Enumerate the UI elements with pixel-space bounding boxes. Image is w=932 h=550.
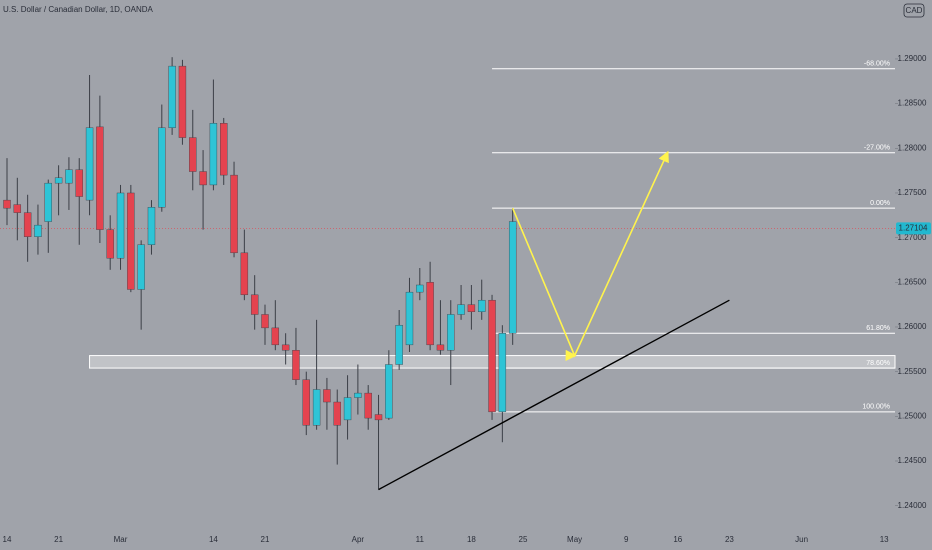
candle-body [147, 207, 156, 245]
x-tick-label: 14 [3, 535, 12, 544]
candle-body [34, 224, 42, 237]
candle-body [364, 392, 372, 419]
candle-body [323, 389, 331, 403]
candle-body [65, 169, 73, 184]
candle-body [488, 299, 496, 413]
candle-body [508, 221, 517, 334]
candle-body [343, 397, 352, 421]
x-tick-label: 9 [624, 535, 629, 544]
candle-body [189, 137, 197, 172]
candle-body [447, 314, 455, 351]
y-tick-label: 1.25500 [898, 367, 927, 376]
x-tick-label: Apr [352, 535, 365, 544]
y-tick-label: 1.24500 [898, 456, 927, 465]
candle-body [168, 65, 176, 128]
candle-body [23, 212, 32, 237]
x-tick-label: 21 [261, 535, 270, 544]
candle-body [457, 304, 465, 315]
candle-body [116, 192, 125, 259]
candle-body [436, 344, 445, 351]
candle-body [395, 324, 403, 365]
x-tick-label: 18 [467, 535, 476, 544]
fib-label: 78.60% [866, 360, 890, 367]
candle-body [158, 127, 166, 208]
x-tick-label: 11 [416, 535, 425, 544]
chart-title: U.S. Dollar / Canadian Dollar, 1D, OANDA [3, 5, 154, 14]
candle-body [127, 192, 135, 290]
fib-label: 61.80% [866, 325, 890, 332]
y-tick-label: 1.28000 [898, 143, 927, 152]
x-tick-label: Jun [795, 535, 808, 544]
candle-body [302, 379, 310, 426]
candle-body [405, 291, 414, 346]
x-tick-label: 23 [725, 535, 734, 544]
candle-body [271, 327, 280, 346]
fib-label: 100.00% [862, 404, 890, 411]
candle-body [106, 229, 114, 259]
candle-body [250, 294, 259, 315]
candle-body [240, 252, 249, 296]
candle-body [478, 299, 486, 312]
x-tick-label: 16 [673, 535, 682, 544]
candle-body [281, 344, 290, 351]
fib-label: 0.00% [870, 200, 890, 207]
x-tick-label: Mar [114, 535, 128, 544]
y-tick-label: 1.25000 [898, 411, 927, 420]
candle-body [209, 123, 218, 186]
candle-body [498, 333, 507, 413]
candle-body [374, 414, 383, 421]
candle-body [230, 174, 238, 254]
candle-body [385, 364, 393, 419]
candle-body [85, 127, 94, 201]
x-tick-label: 21 [54, 535, 63, 544]
candle-body [3, 199, 11, 209]
y-tick-label: 1.26500 [898, 277, 927, 286]
fib-label: -68.00% [864, 61, 890, 68]
currency-label[interactable]: CAD [906, 6, 923, 15]
candle-body [13, 204, 22, 213]
candle-body [416, 284, 424, 293]
y-tick-label: 1.27500 [898, 188, 927, 197]
candle-body [137, 244, 145, 290]
candle-body [220, 123, 228, 176]
candle-body [426, 282, 434, 346]
candle-body [44, 182, 52, 222]
currency-button[interactable] [903, 3, 925, 18]
candle-body [261, 314, 269, 329]
x-tick-label: May [567, 535, 582, 544]
candle-body [312, 389, 321, 426]
x-tick-label: 13 [880, 535, 889, 544]
projection-arrow [511, 150, 669, 362]
candle-body [178, 65, 187, 138]
trendline [378, 299, 730, 491]
last-price-box [896, 222, 931, 235]
y-tick-label: 1.24000 [898, 501, 927, 510]
x-tick-label: 14 [209, 535, 218, 544]
y-tick-label: 1.26000 [898, 322, 927, 331]
fib-label: -27.00% [864, 145, 890, 152]
candle-body [54, 177, 63, 184]
candle-body [354, 392, 362, 398]
candle-body [199, 171, 207, 186]
y-tick-label: 1.27000 [898, 233, 927, 242]
candle-body [75, 169, 83, 197]
candle-body [467, 304, 476, 312]
candle-body [96, 126, 104, 230]
candle-body [333, 401, 341, 426]
y-tick-label: 1.28500 [898, 99, 927, 108]
x-tick-label: 25 [519, 535, 528, 544]
candle-body [292, 350, 300, 380]
y-tick-label: 1.29000 [898, 54, 927, 63]
last-price-label: 1.27104 [899, 223, 928, 232]
